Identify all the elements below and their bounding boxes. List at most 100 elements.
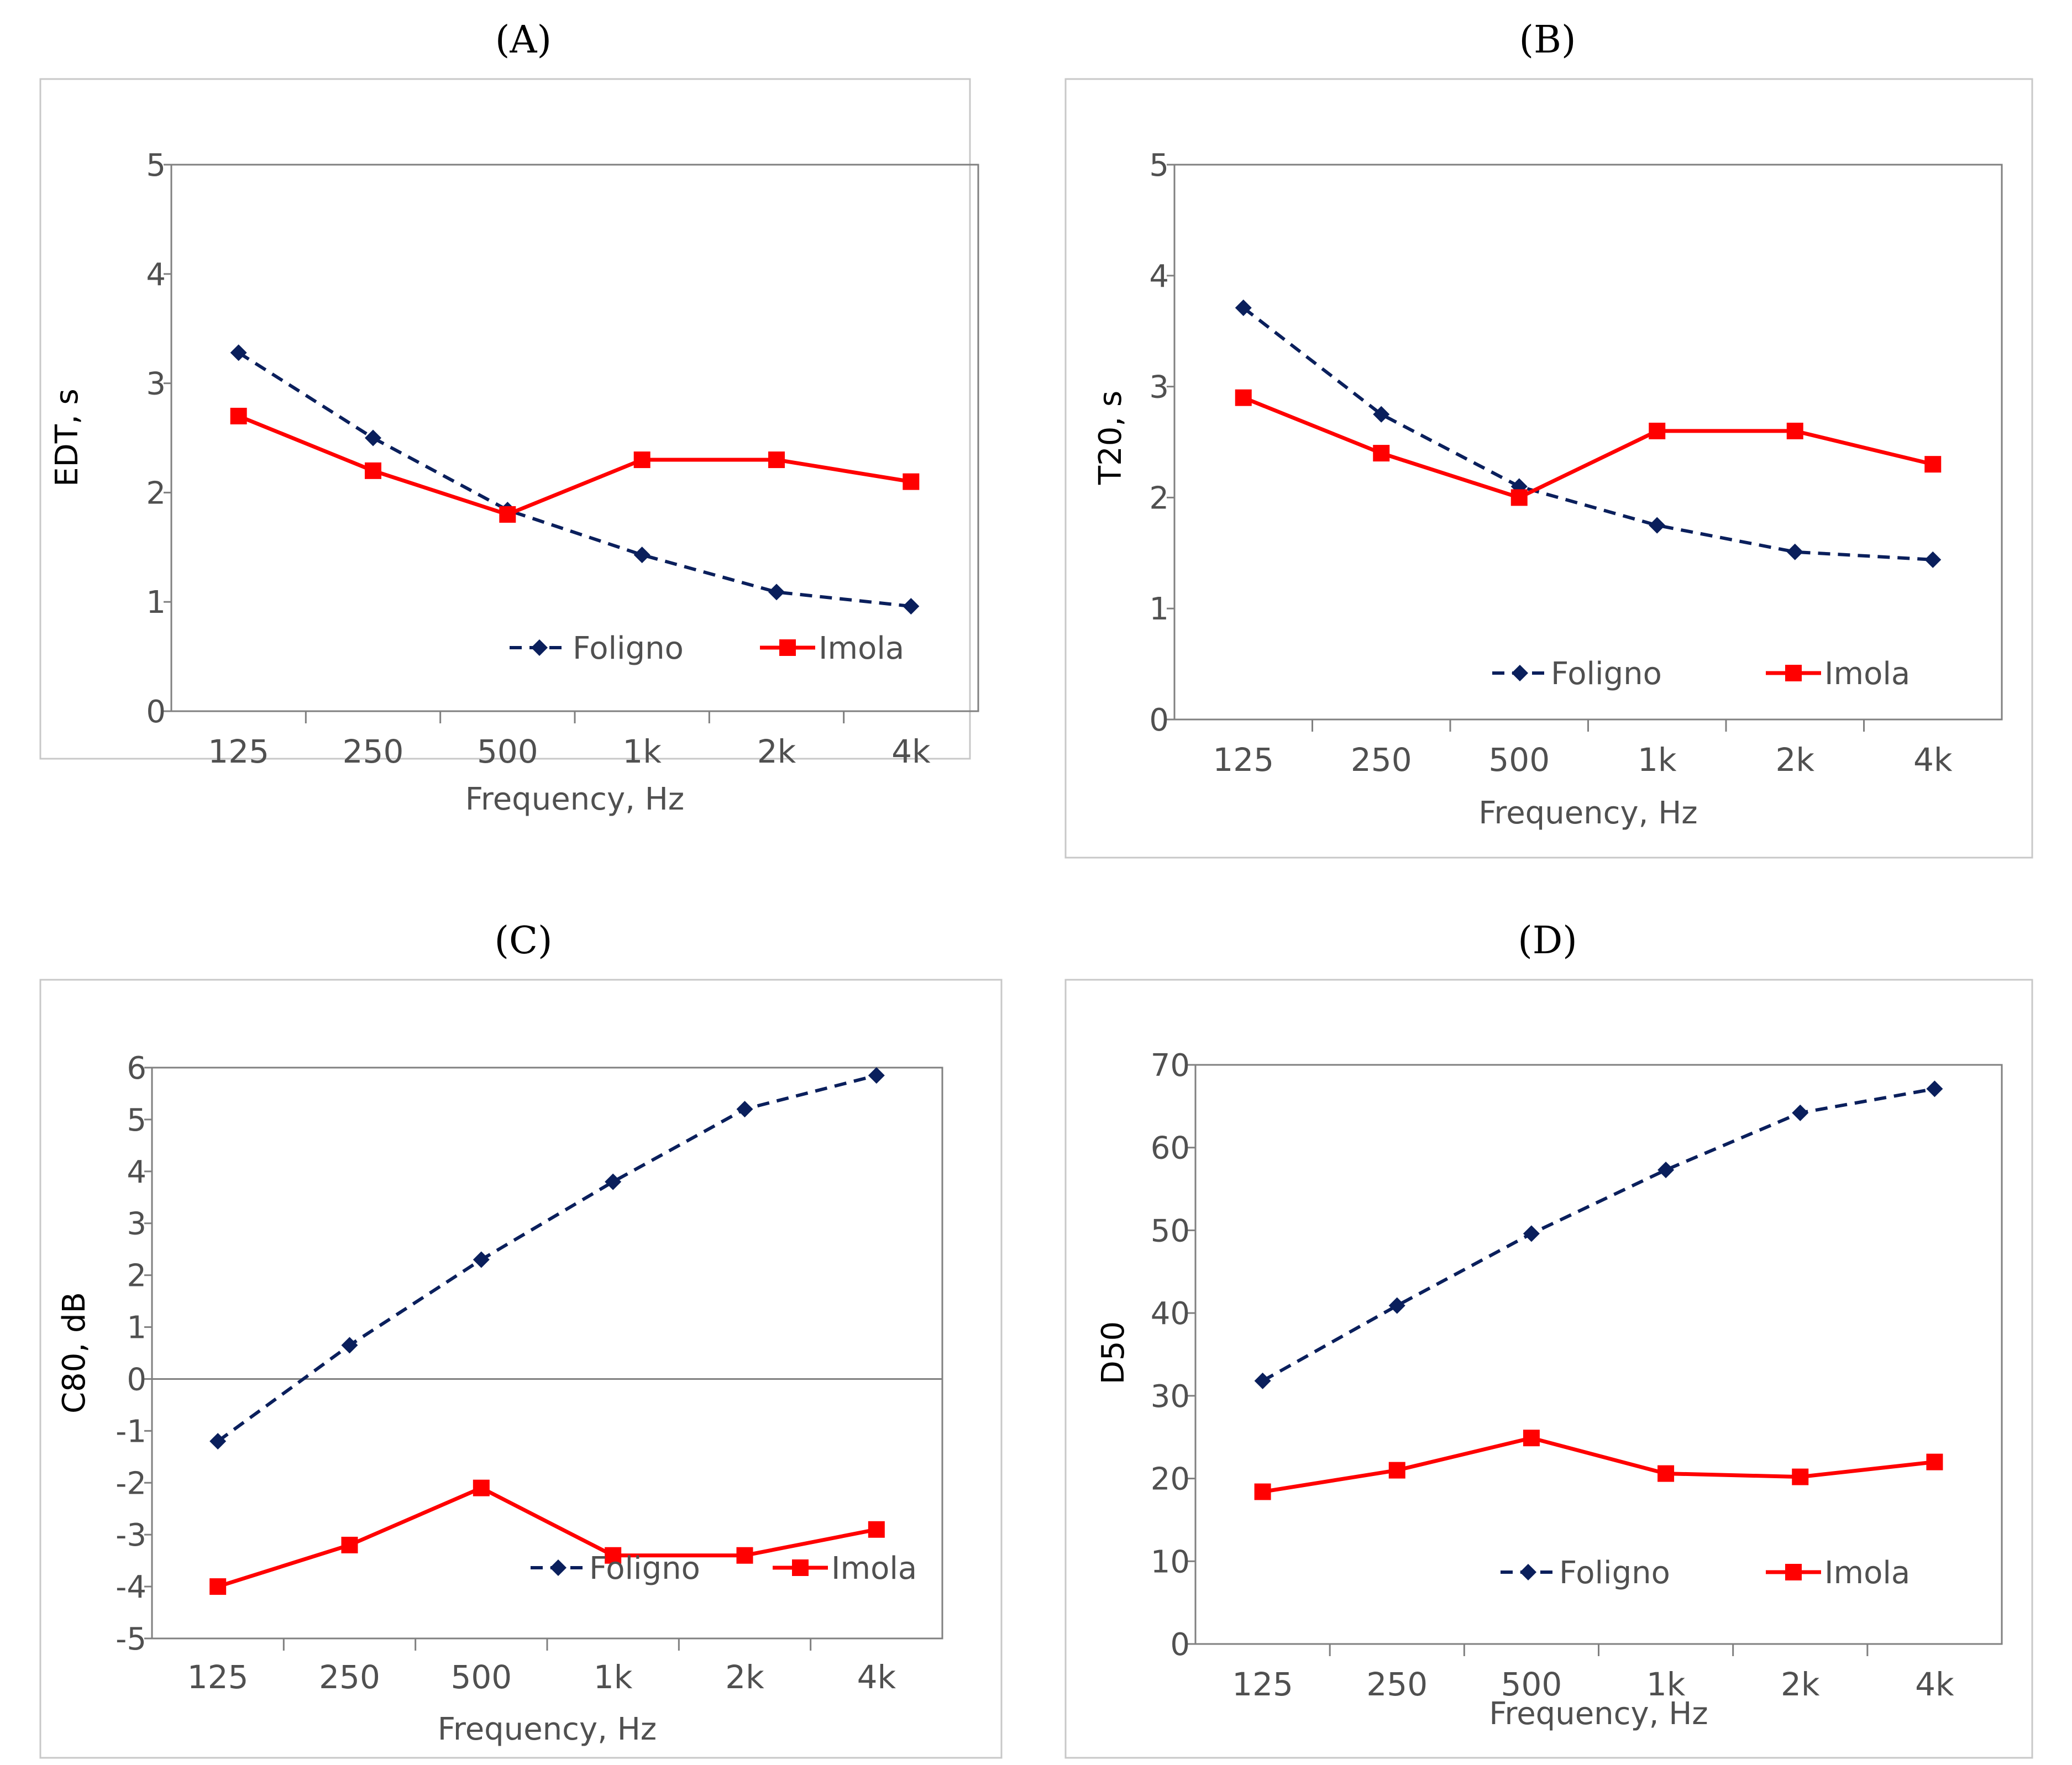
chart-2-ytick-label: 2 [127, 1258, 146, 1294]
chart-0-y-axis-title: EDT, s [49, 388, 85, 487]
chart-2-series-imola-point [341, 1536, 358, 1553]
chart-3-ytick-label: 0 [1170, 1627, 1190, 1663]
chart-2-series-imola-point [209, 1578, 227, 1595]
chart-3-ytick-label: 50 [1151, 1213, 1190, 1249]
chart-0-series-imola-point [633, 451, 651, 469]
chart-2-series-imola-point [473, 1479, 490, 1496]
chart-2-x-axis-title: Frequency, Hz [438, 1711, 657, 1747]
chart-2-y-axis-title: C80, dB [56, 1292, 92, 1414]
chart-1-series-imola-line [1242, 396, 1934, 500]
chart-3-series-foligno-point [1388, 1297, 1405, 1314]
chart-0-xtick-label: 500 [477, 733, 538, 770]
chart-1-xtick-label: 2k [1776, 741, 1815, 779]
chart-1-series-imola-point [1235, 389, 1252, 406]
chart-2-ytick-label: -5 [116, 1621, 146, 1657]
chart-2-ytick-label: -4 [116, 1569, 146, 1605]
chart-1-ytick-label: 5 [1149, 148, 1169, 183]
chart-0-series-foligno-point [365, 429, 381, 446]
chart-3-xtick-label: 1k [1646, 1666, 1686, 1703]
chart-3-xtick-label: 250 [1366, 1666, 1428, 1703]
chart-2-ytick-label: 0 [127, 1362, 146, 1398]
chart-1-series-imola-point [1649, 422, 1666, 439]
chart-0-ytick-label: 5 [146, 148, 166, 183]
chart-3-xtick-label: 125 [1232, 1666, 1293, 1703]
chart-1-series-foligno-point [1649, 517, 1666, 534]
chart-1-series-foligno-point [1373, 406, 1390, 423]
chart-3-ytick-label: 30 [1151, 1379, 1190, 1415]
chart-2-ytick-label: 4 [127, 1154, 146, 1190]
chart-1-panel-title: (B) [1519, 18, 1576, 62]
chart-0-ytick-label: 1 [146, 585, 166, 621]
chart-1-xtick-label: 125 [1213, 741, 1274, 779]
chart-1-xtick-label: 4k [1913, 741, 1953, 779]
chart-0-xtick-label: 2k [757, 733, 796, 770]
chart-3-legend-foligno-label: Foligno [1559, 1555, 1670, 1591]
chart-3-xtick-label: 4k [1915, 1666, 1954, 1703]
chart-0-xtick-label: 250 [343, 733, 404, 770]
chart-1-series-imola-point [1373, 445, 1390, 462]
chart-0-ytick-label: 2 [146, 475, 166, 511]
chart-0-series-foligno-point [768, 584, 785, 601]
chart-1-series-imola-point [1924, 456, 1942, 473]
chart-3-series-foligno-line [1262, 1087, 1935, 1383]
chart-1-x-axis-title: Frequency, Hz [1478, 795, 1697, 831]
chart-1-xtick-label: 500 [1488, 741, 1550, 779]
chart-1-series-imola-point [1786, 422, 1803, 439]
chart-0-series-foligno-line [238, 351, 911, 608]
chart-2-series-imola-line [217, 1485, 877, 1589]
chart-3-xtick-label: 500 [1501, 1666, 1562, 1703]
chart-0-series-imola-point [230, 407, 247, 424]
chart-1-frame [1064, 78, 2033, 859]
chart-0-x-axis-title: Frequency, Hz [465, 781, 684, 817]
chart-0-panel-title: (A) [495, 18, 552, 62]
chart-2-ytick-label: 6 [127, 1050, 146, 1086]
chart-0-ytick-label: 4 [146, 257, 166, 293]
chart-3-legend-imola-label: Imola [1824, 1555, 1910, 1591]
chart-3-series-foligno-point [1657, 1162, 1675, 1179]
chart-2-series-imola-point [736, 1547, 753, 1564]
chart-1-legend-foligno-marker [1512, 665, 1528, 681]
chart-2-xtick-label: 1k [594, 1658, 633, 1696]
chart-1-ytick-label: 0 [1149, 702, 1169, 738]
chart-2-legend-imola-label: Imola [831, 1551, 917, 1587]
chart-2-series-foligno-point [209, 1433, 227, 1450]
chart-2-series-foligno-point [736, 1101, 753, 1118]
chart-0-frame [39, 78, 971, 760]
chart-3-series-imola-point [1792, 1468, 1809, 1485]
chart-1-legend-foligno-label: Foligno [1551, 656, 1662, 692]
chart-3-series-imola-point [1388, 1462, 1405, 1479]
chart-0-legend-foligno-marker [531, 639, 548, 656]
chart-1-xtick-label: 250 [1351, 741, 1412, 779]
chart-3-y-axis-title: D50 [1095, 1321, 1131, 1384]
chart-2-xtick-label: 4k [857, 1658, 896, 1696]
chart-0-series-imola-point [499, 506, 516, 523]
chart-3-x-axis-title: Frequency, Hz [1489, 1696, 1708, 1732]
chart-2-ytick-label: 1 [127, 1310, 146, 1346]
chart-3-series-imola-point [1254, 1483, 1271, 1500]
chart-1-ytick-label: 3 [1149, 370, 1169, 406]
chart-0-legend-foligno-label: Foligno [573, 631, 684, 666]
chart-3-series-imola-point [1926, 1453, 1943, 1470]
chart-3-ytick-label: 40 [1151, 1296, 1190, 1332]
chart-2-ytick-label: -1 [116, 1414, 146, 1449]
chart-3-ytick-label: 60 [1151, 1131, 1190, 1167]
chart-2-ytick-label: 3 [127, 1206, 146, 1242]
chart-2-ytick-label: -2 [116, 1465, 146, 1501]
chart-3-legend-foligno-marker [1520, 1564, 1536, 1580]
chart-1-series-imola-point [1510, 489, 1528, 506]
chart-2-ytick-label: -3 [116, 1517, 146, 1553]
chart-1-ytick-label: 1 [1149, 591, 1169, 627]
chart-3-frame [1064, 979, 2033, 1759]
chart-3-ytick-label: 10 [1151, 1544, 1190, 1580]
chart-2-xtick-label: 2k [725, 1658, 764, 1696]
chart-3-xtick-label: 2k [1781, 1666, 1820, 1703]
chart-1-legend-imola-label: Imola [1824, 656, 1910, 692]
chart-0-ytick-label: 3 [146, 366, 166, 402]
chart-0-series-imola-point [903, 473, 920, 490]
chart-1-xtick-label: 1k [1638, 741, 1677, 779]
chart-0-series-imola-line [238, 414, 911, 517]
chart-0-series-imola-point [365, 462, 381, 479]
chart-0-xtick-label: 125 [208, 733, 269, 770]
chart-1-y-axis-title: T20, s [1093, 391, 1129, 485]
